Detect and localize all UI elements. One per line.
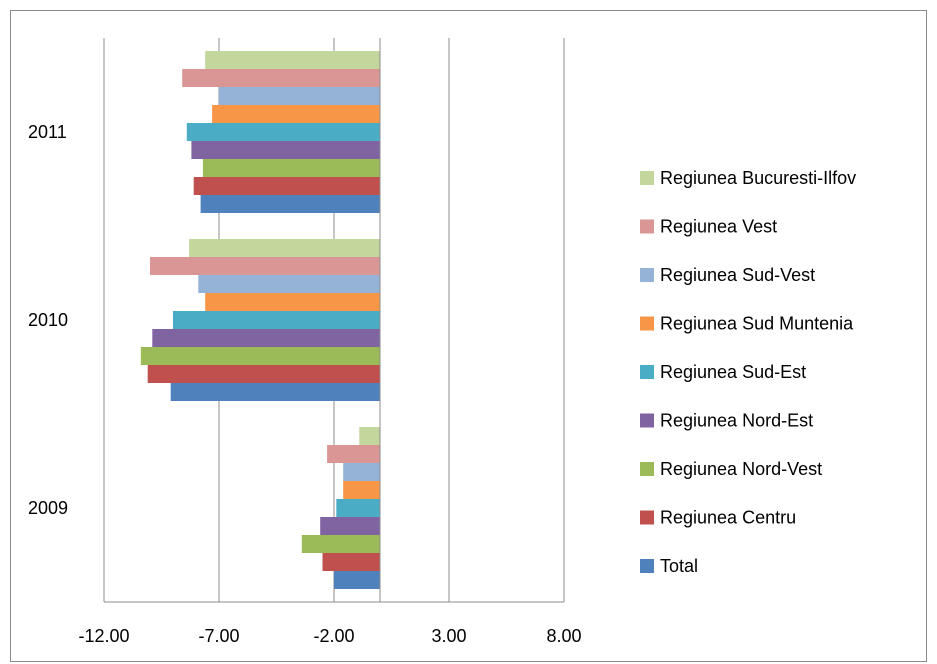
y-category-label: 2009 — [28, 498, 68, 518]
y-category-label: 2010 — [28, 310, 68, 330]
bar-2010-4 — [173, 311, 380, 329]
bar-2009-1 — [322, 553, 380, 571]
bar-2011-0 — [200, 195, 380, 213]
bar-2011-8 — [205, 51, 380, 69]
legend-swatch — [640, 219, 654, 234]
legend-label: Regiunea Nord-Vest — [660, 459, 822, 479]
axes — [104, 38, 564, 603]
bar-2009-0 — [334, 571, 380, 589]
legend-swatch — [640, 510, 654, 525]
legend-label: Regiunea Bucuresti-Ilfov — [660, 168, 856, 188]
bar-2011-6 — [219, 87, 380, 105]
bar-2010-7 — [150, 257, 380, 275]
legend-label: Regiunea Sud-Vest — [660, 265, 815, 285]
x-tick-label: 8.00 — [546, 626, 581, 646]
bar-2010-2 — [140, 347, 380, 365]
bar-2011-7 — [182, 69, 380, 87]
x-tick-label: 3.00 — [431, 626, 466, 646]
bar-2010-8 — [189, 239, 380, 257]
bar-2011-1 — [193, 177, 380, 195]
bar-2009-6 — [343, 463, 380, 481]
legend-swatch — [640, 268, 654, 282]
legend-swatch — [640, 462, 654, 476]
legend-label: Regiunea Centru — [660, 508, 796, 528]
bar-2011-3 — [191, 141, 380, 159]
bar-2011-4 — [186, 123, 380, 141]
bar-2010-5 — [205, 293, 380, 311]
legend: Regiunea Bucuresti-Ilfov Regiunea Vest Reg… — [640, 168, 856, 576]
x-tick-label: -12.00 — [78, 626, 129, 646]
bar-2010-1 — [147, 365, 380, 383]
legend-swatch — [640, 413, 654, 428]
bar-2011-2 — [202, 159, 380, 177]
legend-swatch — [640, 171, 654, 185]
bar-2009-3 — [320, 517, 380, 535]
bar-2009-5 — [343, 481, 380, 499]
x-tick-label: -7.00 — [198, 626, 239, 646]
legend-label: Total — [660, 556, 698, 576]
legend-swatch — [640, 316, 654, 331]
bar-2009-7 — [327, 445, 380, 463]
bar-2011-5 — [212, 105, 380, 123]
bars — [140, 51, 380, 589]
bar-2010-3 — [152, 329, 380, 347]
bar-2009-2 — [301, 535, 380, 553]
bar-2010-6 — [198, 275, 380, 293]
legend-swatch — [640, 365, 654, 379]
legend-label: Regiunea Sud Muntenia — [660, 314, 854, 334]
bar-2009-8 — [359, 427, 380, 445]
legend-label: Regiunea Sud-Est — [660, 362, 806, 382]
y-category-labels: 2009 2010 2011 — [28, 122, 68, 518]
legend-label: Regiunea Nord-Est — [660, 411, 813, 431]
x-tick-labels: -12.00 -7.00 -2.00 3.00 8.00 — [78, 626, 581, 646]
bar-2010-0 — [170, 383, 380, 401]
legend-label: Regiunea Vest — [660, 217, 777, 237]
x-tick-label: -2.00 — [313, 626, 354, 646]
bar-2009-4 — [336, 499, 380, 517]
y-category-label: 2011 — [28, 122, 67, 142]
legend-swatch — [640, 559, 654, 573]
